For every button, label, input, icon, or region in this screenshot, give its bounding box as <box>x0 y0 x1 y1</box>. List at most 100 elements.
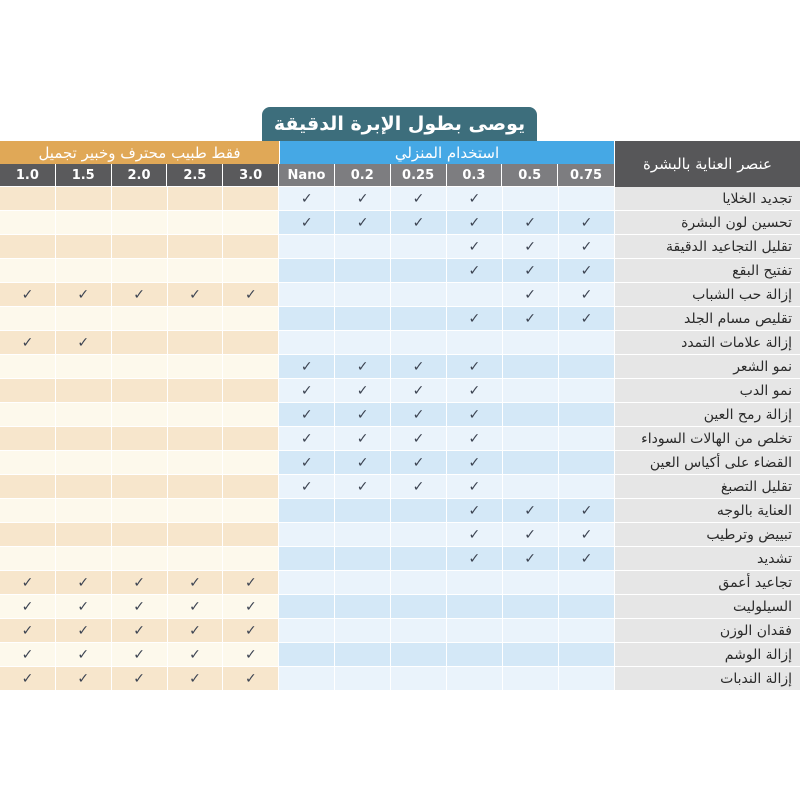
skin-care-item-label: تفتيح البقع <box>615 259 800 282</box>
column-header-2-0: 2.0 <box>111 164 167 186</box>
check-icon: ✓ <box>446 451 502 474</box>
empty-cell <box>502 643 558 666</box>
empty-cell <box>279 259 335 282</box>
empty-cell <box>223 211 279 234</box>
skin-care-item-label: تقليص مسام الجلد <box>615 307 800 330</box>
check-icon: ✓ <box>111 595 167 618</box>
table-row: ✓ ✓ ✓ ✓ ✓ تجاعيد أعمق <box>0 571 800 595</box>
empty-cell <box>111 475 167 498</box>
skin-care-item-label: تحسين لون البشرة <box>615 211 800 234</box>
check-icon: ✓ <box>446 475 502 498</box>
skin-care-item-label: تجديد الخلايا <box>615 187 800 210</box>
check-icon: ✓ <box>335 427 391 450</box>
empty-cell <box>502 187 558 210</box>
empty-cell <box>55 235 111 258</box>
skin-care-item-label: نمو الدب <box>615 379 800 402</box>
check-icon: ✓ <box>167 667 223 690</box>
check-icon: ✓ <box>446 403 502 426</box>
empty-cell <box>502 619 558 642</box>
empty-cell <box>558 595 615 618</box>
skin-care-item-label: تشديد <box>615 547 800 570</box>
table-row: ✓ ✓ ✓ ✓ تقليل التصبغ <box>0 475 800 499</box>
check-icon: ✓ <box>391 355 446 378</box>
empty-cell <box>55 547 111 570</box>
empty-cell <box>55 403 111 426</box>
check-icon: ✓ <box>446 523 502 546</box>
skin-care-item-header: عنصر العناية بالبشرة <box>615 141 800 187</box>
skin-care-item-label: تقليل التجاعيد الدقيقة <box>615 235 800 258</box>
skin-care-item-label: تخلص من الهالات السوداء <box>615 427 800 450</box>
check-icon: ✓ <box>0 571 55 594</box>
check-icon: ✓ <box>446 499 502 522</box>
empty-cell <box>335 667 391 690</box>
empty-cell <box>391 595 446 618</box>
check-icon: ✓ <box>0 619 55 642</box>
check-icon: ✓ <box>502 259 558 282</box>
empty-cell <box>0 523 55 546</box>
check-icon: ✓ <box>446 379 502 402</box>
skin-care-item-label: إزالة حب الشباب <box>615 283 800 306</box>
check-icon: ✓ <box>111 667 167 690</box>
empty-cell <box>558 619 615 642</box>
check-icon: ✓ <box>558 307 615 330</box>
empty-cell <box>55 379 111 402</box>
check-icon: ✓ <box>335 211 391 234</box>
skin-care-item-label: إزالة الندبات <box>615 667 800 690</box>
empty-cell <box>111 307 167 330</box>
empty-cell <box>279 643 335 666</box>
empty-cell <box>223 499 279 522</box>
table-row: ✓ ✓ ✓ ✓ القضاء على أكياس العين <box>0 451 800 475</box>
check-icon: ✓ <box>279 211 335 234</box>
table-row: ✓ ✓ ✓ ✓ ✓ السيلوليت <box>0 595 800 619</box>
empty-cell <box>0 235 55 258</box>
chart-title: يوصى بطول الإبرة الدقيقة <box>262 107 537 141</box>
empty-cell <box>391 235 446 258</box>
empty-cell <box>111 499 167 522</box>
check-icon: ✓ <box>223 667 279 690</box>
empty-cell <box>223 475 279 498</box>
check-icon: ✓ <box>446 187 502 210</box>
empty-cell <box>279 547 335 570</box>
empty-cell <box>335 259 391 282</box>
check-icon: ✓ <box>391 451 446 474</box>
empty-cell <box>502 427 558 450</box>
empty-cell <box>223 259 279 282</box>
skin-care-item-label: فقدان الوزن <box>615 619 800 642</box>
empty-cell <box>0 355 55 378</box>
comparison-table-body: ✓ ✓ ✓ ✓ تجديد الخلايا ✓ ✓ ✓ ✓ ✓ ✓ تحسين لون البشرة ✓… <box>0 187 800 691</box>
check-icon: ✓ <box>502 499 558 522</box>
empty-cell <box>446 283 502 306</box>
empty-cell <box>502 451 558 474</box>
empty-cell <box>167 211 223 234</box>
check-icon: ✓ <box>0 667 55 690</box>
empty-cell <box>279 499 335 522</box>
check-icon: ✓ <box>391 187 446 210</box>
empty-cell <box>223 403 279 426</box>
table-row: ✓ ✓ ✓ ✓ ✓ إزالة الوشم <box>0 643 800 667</box>
check-icon: ✓ <box>167 619 223 642</box>
check-icon: ✓ <box>55 331 111 354</box>
column-header-0-25: 0.25 <box>390 164 446 186</box>
empty-cell <box>558 331 615 354</box>
empty-cell <box>167 451 223 474</box>
empty-cell <box>279 523 335 546</box>
empty-cell <box>111 379 167 402</box>
check-icon: ✓ <box>391 403 446 426</box>
table-row: ✓ ✓ ✓ ✓ ✓ ✓ ✓ إزالة حب الشباب <box>0 283 800 307</box>
empty-cell <box>223 331 279 354</box>
empty-cell <box>167 355 223 378</box>
empty-cell <box>446 595 502 618</box>
empty-cell <box>55 259 111 282</box>
empty-cell <box>502 571 558 594</box>
empty-cell <box>335 571 391 594</box>
empty-cell <box>279 619 335 642</box>
empty-cell <box>502 667 558 690</box>
skin-care-item-label: القضاء على أكياس العين <box>615 451 800 474</box>
empty-cell <box>279 307 335 330</box>
empty-cell <box>55 451 111 474</box>
check-icon: ✓ <box>223 283 279 306</box>
check-icon: ✓ <box>446 211 502 234</box>
table-row: ✓ ✓ ✓ تقليص مسام الجلد <box>0 307 800 331</box>
empty-cell <box>167 307 223 330</box>
skin-care-item-label: تجاعيد أعمق <box>615 571 800 594</box>
